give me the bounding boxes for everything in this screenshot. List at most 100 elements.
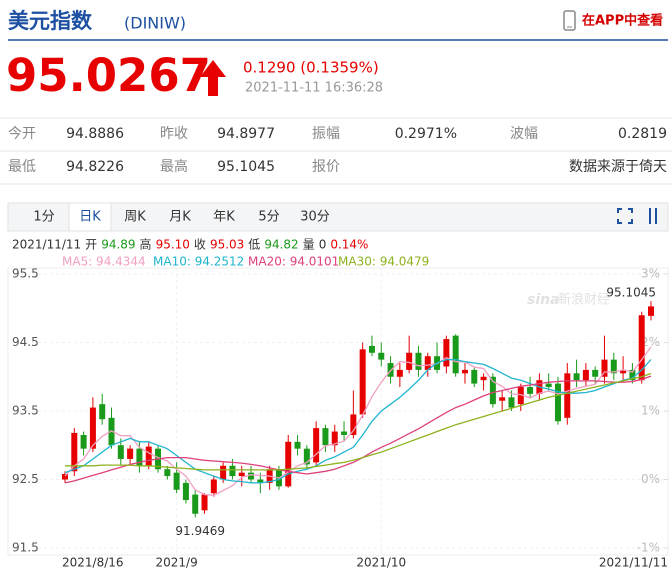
phone-outline bbox=[563, 10, 576, 31]
fullscreen-icon[interactable] bbox=[617, 208, 633, 224]
candle-body bbox=[499, 397, 506, 401]
icon-corner bbox=[628, 219, 633, 224]
stat-value: 94.8977 bbox=[217, 126, 275, 142]
candle-body bbox=[303, 448, 310, 465]
ma-legend: MA20: 94.0101 bbox=[248, 255, 339, 269]
candle-body bbox=[80, 434, 87, 449]
stat-value: 0.2971% bbox=[395, 126, 457, 142]
candle-body bbox=[145, 446, 152, 466]
candle-body bbox=[220, 465, 227, 480]
candle-body bbox=[368, 345, 375, 353]
tab[interactable]: 月K bbox=[169, 210, 191, 225]
stat-value: 95.1045 bbox=[217, 159, 275, 175]
candle-body bbox=[517, 387, 524, 405]
candle-body bbox=[648, 306, 654, 316]
candle-body bbox=[71, 432, 78, 472]
info-item: 95.10 bbox=[156, 238, 190, 252]
candle-body bbox=[210, 479, 217, 494]
stat-label: 昨收 bbox=[160, 126, 188, 142]
phone-icon[interactable] bbox=[563, 10, 576, 31]
candle-body bbox=[331, 431, 338, 446]
app-link[interactable]: 在APP中查看 bbox=[582, 13, 663, 29]
watermark: 新浪财经 bbox=[558, 292, 610, 308]
candle-body bbox=[592, 369, 599, 377]
x-tick-label: 2021/9 bbox=[156, 556, 198, 570]
candle-body bbox=[471, 369, 478, 384]
tab-active-bg bbox=[68, 202, 112, 232]
candle-body bbox=[610, 359, 617, 374]
high-label: 95.1045 bbox=[606, 286, 656, 300]
candle-body bbox=[127, 448, 134, 459]
stat-label: 最高 bbox=[160, 158, 188, 175]
candle-body bbox=[582, 369, 589, 381]
data-source: 数据来源于倚天 bbox=[569, 159, 667, 175]
y2-tick-label: 2% bbox=[641, 335, 660, 349]
y-tick-label: 93.5 bbox=[12, 404, 39, 418]
icon-corner bbox=[617, 219, 622, 224]
tab[interactable]: 周K bbox=[124, 210, 146, 225]
title: 美元指数 bbox=[8, 9, 93, 33]
candle-body bbox=[164, 469, 171, 477]
tab[interactable]: 年K bbox=[213, 210, 235, 225]
candle-body bbox=[117, 445, 124, 459]
stat-label: 报价 bbox=[312, 159, 340, 175]
candle-body bbox=[554, 383, 561, 422]
candle-body bbox=[378, 352, 385, 360]
candle-body bbox=[248, 472, 255, 480]
info-item: 94.82 bbox=[264, 238, 298, 252]
stat-value: 94.8226 bbox=[66, 159, 124, 175]
settings-icon[interactable] bbox=[649, 208, 657, 224]
candle-body bbox=[294, 441, 301, 449]
ma-line bbox=[64, 358, 652, 484]
candle-body bbox=[62, 474, 68, 480]
y2-tick-label: -1% bbox=[637, 541, 660, 555]
tab[interactable]: 5分 bbox=[258, 210, 279, 225]
candle-body bbox=[415, 352, 422, 370]
ma-legend: MA30: 94.0479 bbox=[338, 255, 429, 269]
candle-body bbox=[489, 376, 496, 405]
info-item: 0.14% bbox=[330, 238, 368, 252]
candle-body bbox=[545, 383, 552, 388]
info-item: 开 bbox=[85, 238, 97, 252]
candle-body bbox=[461, 369, 468, 374]
ma-line bbox=[64, 346, 652, 496]
candle-body bbox=[527, 387, 534, 394]
candle-body bbox=[480, 376, 487, 381]
info-item: 收 bbox=[194, 238, 206, 252]
quote-time: 2021-11-11 16:36:28 bbox=[245, 81, 383, 96]
change: 0.1290 (0.1359%) bbox=[243, 59, 379, 77]
x-tick-label: 2021/11/11 bbox=[599, 556, 668, 570]
y-tick-label: 94.5 bbox=[12, 335, 39, 349]
candle-body bbox=[406, 352, 413, 370]
icon-corner bbox=[628, 208, 633, 213]
candle-body bbox=[452, 335, 459, 374]
candle-body bbox=[229, 465, 236, 477]
candle-body bbox=[136, 448, 143, 466]
stats: 今开 94.8886 昨收 94.8977 振幅 0.2971% 波幅 0.28… bbox=[8, 126, 667, 175]
candle-body bbox=[573, 373, 580, 381]
candle-body bbox=[359, 349, 366, 415]
info-item: 94.89 bbox=[101, 238, 135, 252]
candle-body bbox=[620, 369, 627, 374]
info-item: 2021/11/11 bbox=[12, 238, 81, 252]
candle-body bbox=[638, 315, 645, 381]
tab[interactable]: 30分 bbox=[300, 210, 330, 225]
candle-body bbox=[182, 482, 189, 501]
stat-value: 0.2819 bbox=[618, 126, 667, 142]
candle-body bbox=[629, 369, 636, 381]
tab[interactable]: 日K bbox=[79, 210, 101, 225]
code: (DINIW) bbox=[124, 14, 186, 33]
candle-body bbox=[508, 397, 515, 408]
x-tick-label: 2021/10 bbox=[356, 556, 406, 570]
ma-line bbox=[65, 372, 652, 471]
candle-body bbox=[201, 494, 208, 511]
candle-body bbox=[238, 472, 245, 477]
tab[interactable]: 1分 bbox=[33, 210, 54, 225]
y2-tick-label: 1% bbox=[641, 404, 660, 418]
info-item: 低 bbox=[248, 238, 260, 252]
price: 95.0267 bbox=[6, 49, 211, 102]
y2-tick-label: 0% bbox=[641, 472, 660, 486]
y-tick-label: 95.5 bbox=[12, 267, 39, 281]
